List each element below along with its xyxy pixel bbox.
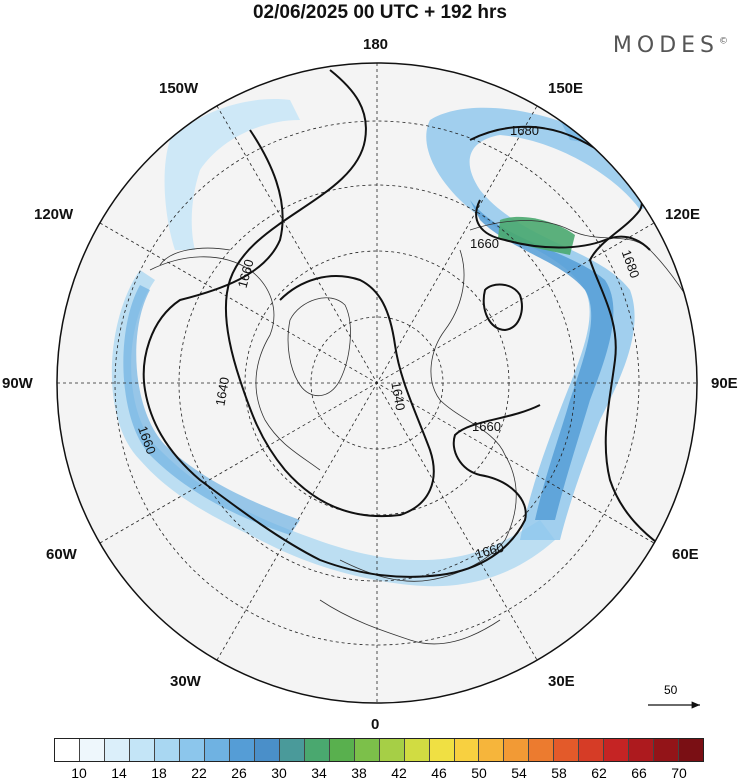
colorbar-tick-label: 50 [471,765,487,781]
colorbar-tick-label: 14 [111,765,127,781]
colorbar-tick-label: 22 [191,765,207,781]
colorbar-cell [654,739,680,761]
contour-1660-west [142,129,541,578]
graticule [57,63,697,703]
contour-label: 1660 [472,419,501,434]
colorbar-tick-label: 66 [631,765,647,781]
lon-label-30e: 30E [548,673,575,690]
contour-label: 1660 [474,540,506,562]
colorbar-cell [129,739,155,761]
contour-1680 [469,125,661,546]
contour-label: 1640 [388,381,408,412]
colorbar-tick-label: 26 [231,765,247,781]
colorbar-cell [79,739,105,761]
colorbar-tick-label: 38 [351,765,367,781]
lon-label-60w: 60W [46,546,77,563]
colorbar-cell [629,739,655,761]
colorbar-tick-label: 42 [391,765,407,781]
greenland-coast [287,297,351,397]
colorbar-cell [504,739,530,761]
colorbar-cell [179,739,205,761]
wind-scale-label: 50 [664,683,678,697]
eurasia-coast [339,249,517,582]
lon-label-90e: 90E [711,375,738,392]
lon-label-150e: 150E [548,80,584,97]
colorbar-tick-label: 46 [431,765,447,781]
colorbar-tick-label: 70 [671,765,687,781]
polar-map: 1680 1680 1660 1660 1660 1660 1660 1640 … [56,62,700,709]
contour-label: 1640 [212,376,232,407]
jet-max [498,216,575,255]
jet-pacific [164,99,300,251]
colorbar-cell [254,739,280,761]
colorbar-cell [379,739,405,761]
coastlines [149,220,697,645]
europe-coast [319,599,501,645]
colorbar-tick-label: 18 [151,765,167,781]
colorbar-cell [604,739,630,761]
colorbar-cell [279,739,305,761]
colorbar-cell [154,739,180,761]
map-border [56,62,698,704]
colorbar-cell [529,739,555,761]
colorbar-cell [229,739,255,761]
lon-label-30w: 30W [170,673,201,690]
colorbar-cell [554,739,580,761]
colorbar-cell [55,739,80,761]
colorbar-cell [429,739,455,761]
colorbar-cell [404,739,430,761]
contour-label: 1680 [510,123,539,138]
alaska-coast [159,247,231,266]
colorbar-cell [354,739,380,761]
brand-mark: © [719,36,728,47]
lon-label-180: 180 [363,36,389,53]
meridian-30w-150e [216,105,538,661]
colorbar-tick-label: 34 [311,765,327,781]
jet-left-core [123,285,300,535]
colorbar-cell [454,739,480,761]
lon-label-60e: 60E [672,546,699,563]
colorbar-cell [479,739,505,761]
height-contours [142,69,661,578]
colorbar-tick-label: 62 [591,765,607,781]
canada-coast [149,256,321,471]
colorbar-cell [579,739,605,761]
contour-label: 1660 [470,236,499,251]
colorbar [54,738,704,762]
brand-logo: MODES© [613,33,728,58]
colorbar-cell [104,739,130,761]
lon-label-120w: 120W [34,206,74,223]
lon-label-120e: 120E [665,206,701,223]
chart-title: 02/06/2025 00 UTC + 192 hrs [252,2,508,23]
contour-value-labels: 1680 1680 1660 1660 1660 1660 1660 1640 … [135,123,643,562]
brand-name: MODES [612,33,719,58]
contour-1660-east [475,199,651,251]
lon-label-0: 0 [371,716,380,733]
colorbar-tick-label: 54 [511,765,527,781]
contour-label: 1660 [235,258,257,290]
colorbar-cell [304,739,330,761]
colorbar-tick-label: 10 [71,765,87,781]
colorbar-cell [329,739,355,761]
colorbar-cell [679,739,704,761]
lon-label-150w: 150W [159,80,199,97]
jet-east-core [470,200,614,520]
contour-1660-loop [482,283,523,332]
colorbar-tick-label: 30 [271,765,287,781]
contour-1640 [224,69,435,518]
colorbar-tick-label: 58 [551,765,567,781]
colorbar-ticks: 10 14 18 22 26 30 34 38 42 46 50 54 58 62 66 70 [54,765,704,781]
colorbar-cell [204,739,230,761]
lon-label-90w: 90W [2,375,33,392]
